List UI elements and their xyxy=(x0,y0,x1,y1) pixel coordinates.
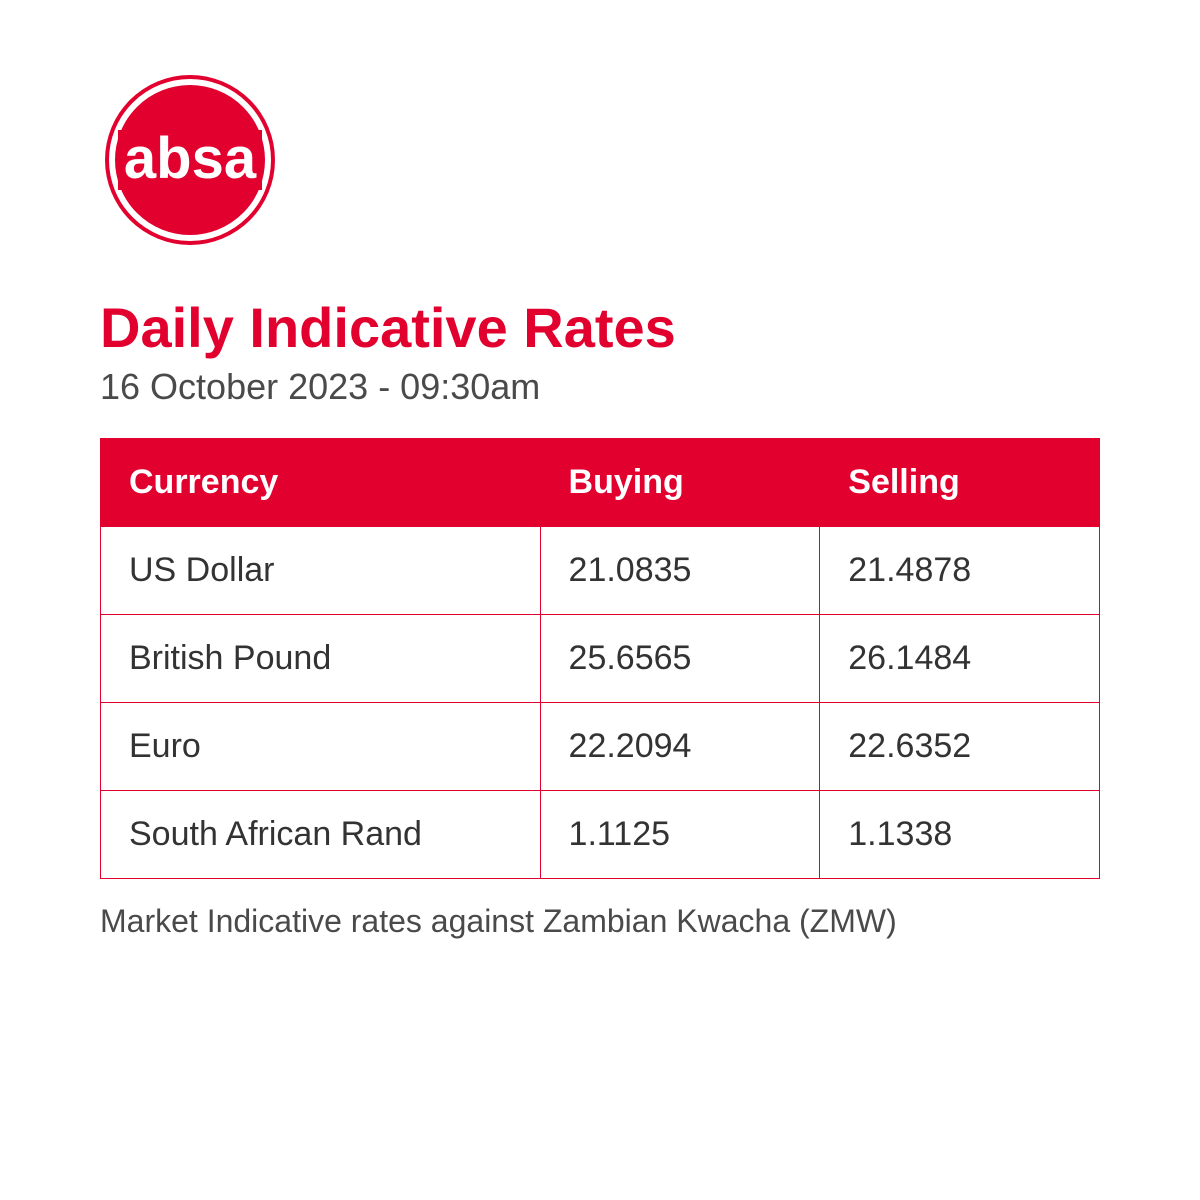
col-header-buying: Buying xyxy=(540,439,820,527)
table-row: Euro 22.2094 22.6352 xyxy=(101,703,1100,791)
col-header-selling: Selling xyxy=(820,439,1100,527)
cell-buying: 25.6565 xyxy=(540,615,820,703)
brand-logo: absa xyxy=(100,70,1100,255)
cell-currency: British Pound xyxy=(101,615,541,703)
rates-table: Currency Buying Selling US Dollar 21.083… xyxy=(100,438,1100,879)
svg-text:absa: absa xyxy=(124,126,257,191)
table-header-row: Currency Buying Selling xyxy=(101,439,1100,527)
cell-selling: 1.1338 xyxy=(820,791,1100,879)
cell-currency: US Dollar xyxy=(101,527,541,615)
cell-currency: South African Rand xyxy=(101,791,541,879)
footnote: Market Indicative rates against Zambian … xyxy=(100,903,1100,940)
page-title: Daily Indicative Rates xyxy=(100,295,1100,360)
cell-buying: 1.1125 xyxy=(540,791,820,879)
cell-buying: 21.0835 xyxy=(540,527,820,615)
cell-currency: Euro xyxy=(101,703,541,791)
table-row: British Pound 25.6565 26.1484 xyxy=(101,615,1100,703)
cell-buying: 22.2094 xyxy=(540,703,820,791)
cell-selling: 22.6352 xyxy=(820,703,1100,791)
cell-selling: 26.1484 xyxy=(820,615,1100,703)
col-header-currency: Currency xyxy=(101,439,541,527)
page-subtitle: 16 October 2023 - 09:30am xyxy=(100,366,1100,408)
table-row: US Dollar 21.0835 21.4878 xyxy=(101,527,1100,615)
table-row: South African Rand 1.1125 1.1338 xyxy=(101,791,1100,879)
cell-selling: 21.4878 xyxy=(820,527,1100,615)
